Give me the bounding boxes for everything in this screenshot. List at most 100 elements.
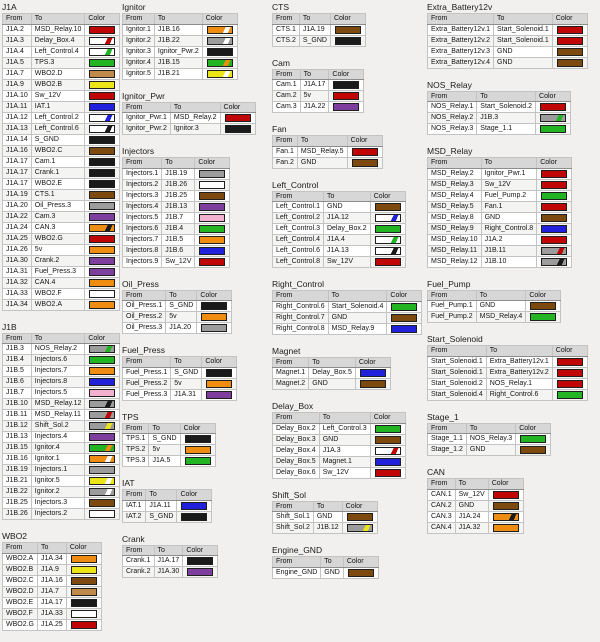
- pin-from: J1A.5: [2, 56, 32, 69]
- pin-to: Sw_12V: [454, 488, 489, 501]
- header-row: From To Color: [1, 542, 102, 554]
- column-header-to: To: [318, 412, 371, 424]
- column-header-color: Color: [551, 345, 588, 357]
- pin-from: J1A.22: [2, 210, 32, 223]
- wire-color-swatch-brown: [556, 47, 583, 56]
- connector-block-iat: IAT From To Color IAT.1 J1A.11 IAT.2 S_GND: [121, 478, 272, 523]
- pin-from: Start_Solenoid.4: [427, 388, 487, 401]
- pin-from: NOS_Relay.1: [426, 101, 478, 113]
- pin-to: GND: [454, 499, 489, 512]
- pin-table-body: J1A.2 MSD_Relay.10 J1A.3 Delay_Box.4 J1A.4 Le…: [2, 23, 121, 311]
- pin-color-cell: [201, 366, 238, 379]
- pin-color-cell: [386, 300, 423, 313]
- column-header-from: From: [121, 489, 147, 501]
- wire-color-swatch-red: [541, 235, 568, 244]
- pin-row: Magnet.1 Delay_Box.5: [271, 367, 391, 379]
- pin-row: WBO2.C J1A.16: [1, 574, 102, 587]
- pin-color-cell: [84, 56, 121, 69]
- pin-table-head: From To Color: [272, 500, 378, 512]
- column-header-to: To: [480, 157, 538, 169]
- wire-color-swatch-blue: [374, 457, 401, 466]
- pin-color-cell: [84, 23, 121, 36]
- pin-to: CAN.3: [30, 221, 86, 234]
- pin-color-cell: [551, 377, 588, 390]
- pin-color-cell: [84, 210, 121, 223]
- column-header-to: To: [308, 356, 356, 368]
- table-title-crank: Crank: [122, 533, 145, 544]
- wire-color-swatch-blue: [199, 246, 226, 255]
- pin-row: Fan.1 MSD_Relay.5: [272, 145, 383, 158]
- pin-color-cell: [536, 255, 573, 268]
- column-header-from: From: [272, 190, 324, 202]
- column-header-color: Color: [65, 542, 102, 554]
- pin-color-cell: [535, 101, 572, 113]
- table-title-ignitor_pwr: Ignitor_Pwr: [122, 90, 165, 101]
- pin-table-ignitor: From To Color Ignitor.1 J1B.16 Ignitor.2 J1B.2…: [122, 13, 238, 80]
- pin-color-cell: [84, 67, 121, 80]
- column-header-to: To: [148, 422, 181, 434]
- wire-color-swatch-brown: [541, 213, 568, 222]
- pin-from: Fuel_Press.1: [121, 366, 172, 379]
- pin-table-iat: From To Color IAT.1 J1A.11 IAT.2 S_GND: [121, 489, 213, 523]
- pin-color-cell: [536, 189, 573, 202]
- pin-from: Right_Control.7: [272, 311, 329, 324]
- pin-color-cell: [179, 433, 216, 445]
- column-header-color: Color: [84, 13, 121, 25]
- pin-color-cell: [84, 453, 121, 465]
- wire-color-swatch-purple: [199, 202, 226, 211]
- pin-row: J1B.6 Injectors.8: [2, 376, 121, 388]
- table-title-right_control: Right_Control: [272, 279, 324, 289]
- wire-color-swatch-red: [556, 368, 583, 377]
- pin-color-cell: [84, 276, 121, 289]
- pin-to: Extra_Battery12v.2: [485, 366, 553, 379]
- pin-from: J1B.13: [2, 431, 32, 443]
- pin-row: Injectors.3 J1B.25: [121, 189, 231, 202]
- pin-from: J1A.4: [2, 45, 32, 58]
- pin-to: J1B.10: [480, 255, 538, 268]
- pin-table-body: CTS.1 J1A.19 CTS.2 S_GND: [272, 23, 366, 47]
- pin-row: Left_Control.3 Delay_Box.2: [272, 223, 406, 235]
- pin-to: MSD_Relay.9: [327, 322, 388, 335]
- pin-color-cell: [84, 409, 121, 421]
- pin-from: J1B.22: [2, 486, 32, 498]
- pin-table-body: Cam.1 J1A.17 Cam.2 5v Cam.3 J1A.22: [272, 79, 365, 113]
- header-row: From To Color: [272, 290, 423, 302]
- pin-from: J1A.17: [2, 177, 32, 190]
- pin-to: WBO2.E: [30, 177, 86, 190]
- pin-table-body: Engine_GND GND: [271, 566, 379, 579]
- pin-color-cell: [369, 433, 406, 446]
- pin-to: J1A.32: [454, 521, 489, 534]
- header-row: From To Color: [2, 13, 121, 25]
- column-header-color: Color: [354, 356, 391, 368]
- connector-block-tps: TPS From To Color TPS.1 S_GND TPS.2 5v TPS.3 J1A.…: [121, 412, 272, 467]
- pin-from: J1B.19: [2, 464, 32, 476]
- pin-row: J1B.16 Ignitor.1: [2, 453, 121, 465]
- connector-block-fuel_pump: Fuel_Pump From To Color Fuel_Pump.1 GND Fuel_P…: [427, 279, 600, 323]
- pin-to: Ignitor.1: [30, 453, 86, 465]
- wire-color-swatch-black: [201, 302, 228, 310]
- wire-color-swatch-orange: [89, 367, 116, 375]
- pin-color-cell: [515, 444, 552, 456]
- pin-color-cell: [354, 378, 391, 390]
- pin-to: J1A.17: [299, 79, 330, 91]
- header-row: From To Color: [272, 13, 366, 25]
- pin-row: Fuel_Pump.2 MSD_Relay.4: [427, 311, 562, 323]
- wire-color-swatch-gray-green: [89, 345, 116, 353]
- wire-color-swatch-orange: [89, 300, 116, 309]
- pin-from: IAT.1: [121, 499, 147, 512]
- pin-row: J1A.20 Oil_Press.3: [2, 199, 121, 212]
- wire-color-swatch-brown: [351, 158, 378, 167]
- header-row: From To Color: [272, 135, 383, 147]
- pin-color-cell: [536, 233, 573, 246]
- pin-to: J1A.9: [37, 563, 67, 576]
- pin-row: J1B.19 Injectors.1: [2, 464, 121, 476]
- pin-row: Fuel_Press.2 5v: [121, 377, 238, 390]
- pin-to: J1B.19: [161, 167, 196, 180]
- pin-to: MSD_Relay.5: [296, 145, 348, 158]
- pin-to: S_GND: [145, 510, 178, 523]
- wire-color-swatch-gray-red: [541, 246, 568, 255]
- pin-row: J1A.5 TPS.3: [2, 56, 121, 69]
- pin-to: GND: [318, 433, 371, 446]
- pin-table-magnet: From To Color Magnet.1 Delay_Box.5 Magnet.2 GN…: [271, 356, 391, 390]
- wire-color-swatch-purple: [89, 267, 116, 276]
